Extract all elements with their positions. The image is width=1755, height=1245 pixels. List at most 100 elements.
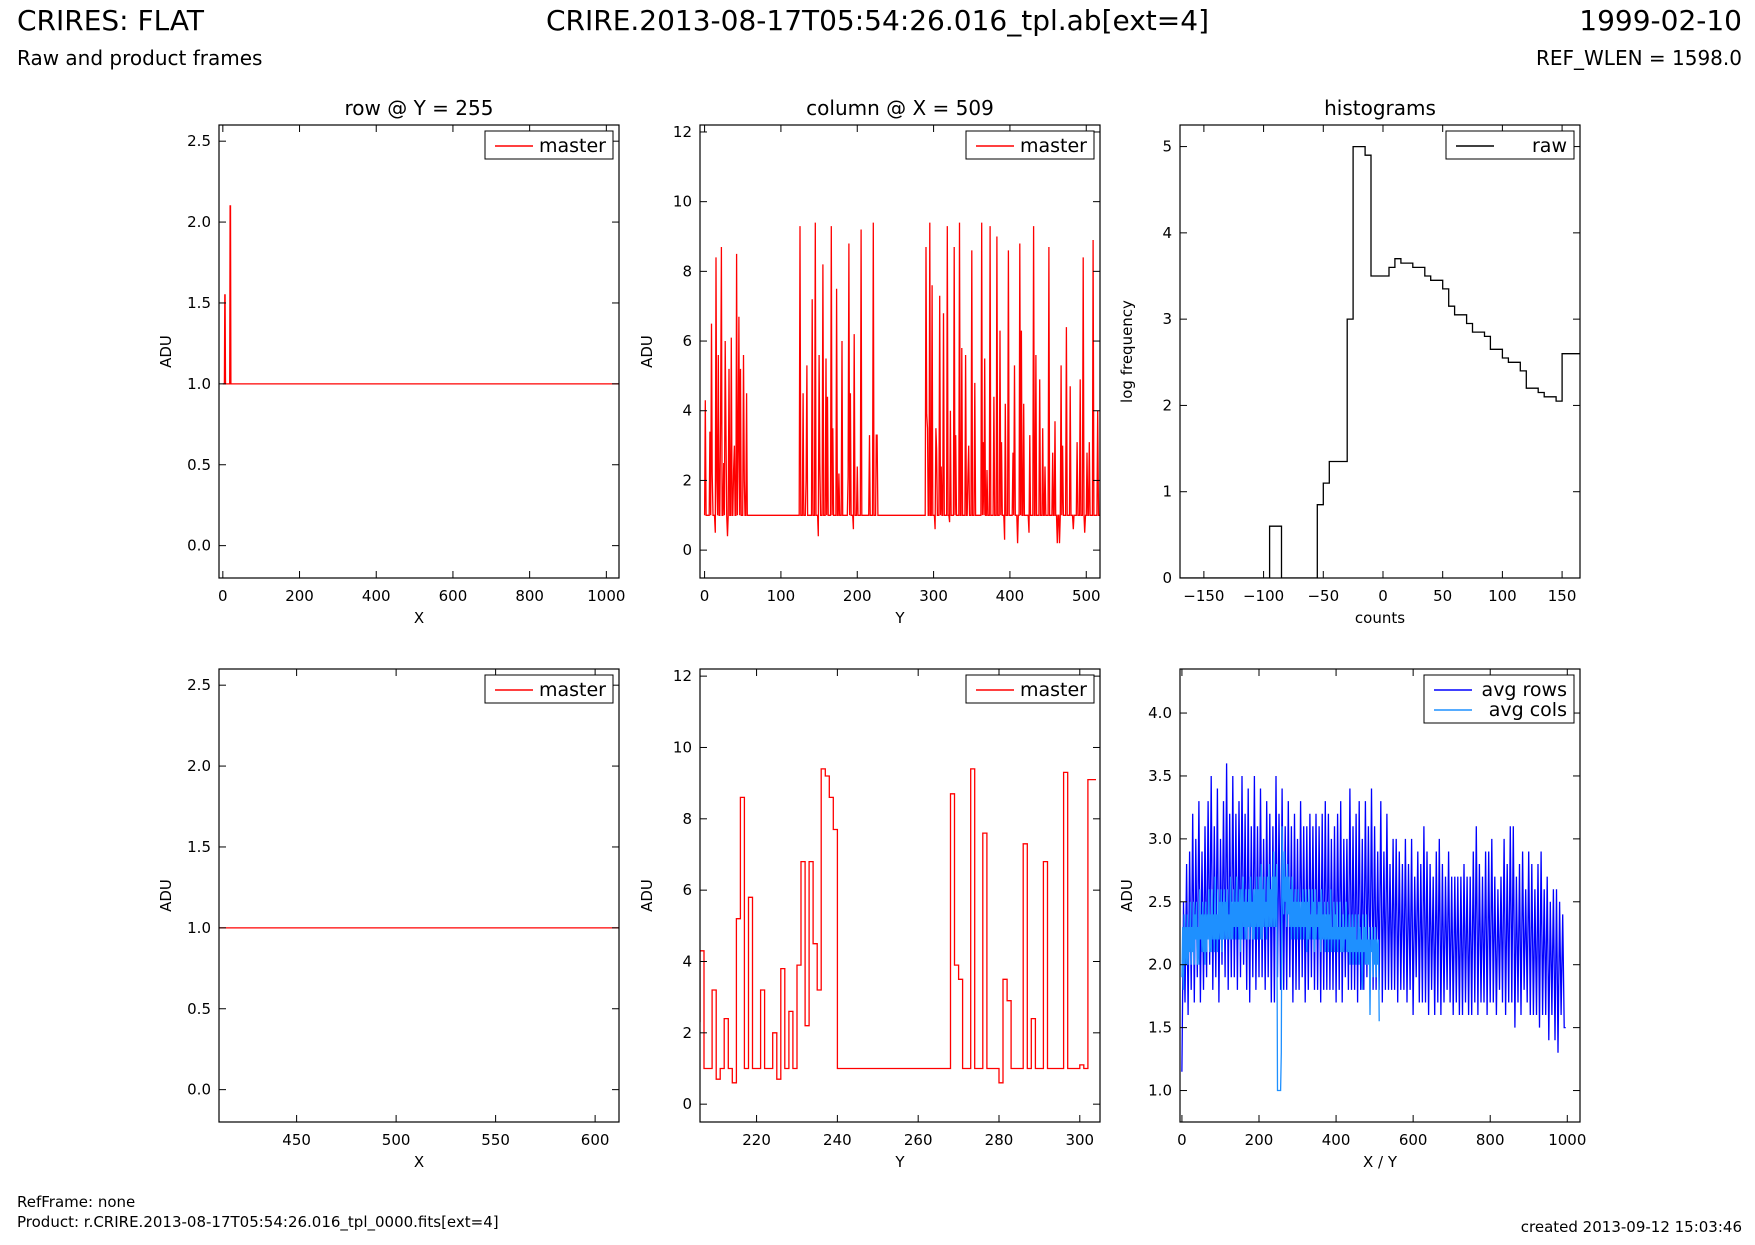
legend-label: avg cols bbox=[1489, 699, 1567, 721]
x-tick-label: 500 bbox=[382, 1131, 411, 1149]
series-line-avg-cols bbox=[1181, 826, 1380, 1092]
y-tick-label: 3.5 bbox=[1148, 767, 1172, 785]
x-tick-label: 280 bbox=[985, 1131, 1014, 1149]
y-tick-label: 2.5 bbox=[1148, 893, 1172, 911]
y-tick-label: 2.0 bbox=[187, 757, 211, 775]
y-tick-label: 10 bbox=[673, 738, 692, 756]
y-tick-label: 1.0 bbox=[187, 375, 211, 393]
y-tick-label: 2.5 bbox=[187, 132, 211, 150]
legend-label: master bbox=[539, 679, 606, 701]
x-tick-label: 150 bbox=[1548, 587, 1577, 605]
x-tick-label: 800 bbox=[1476, 1131, 1505, 1149]
chart-panel: 0 100 200 300 400 500 0 2 4 6 8 10 12 column @ X = 50… bbox=[638, 96, 1101, 627]
ref-wavelength-label: REF_WLEN = 1598.0 bbox=[1535, 46, 1742, 70]
created-timestamp: created 2013-09-12 15:03:46 bbox=[1520, 1218, 1742, 1236]
chart-panel: 0 200 400 600 800 1000 0.0 0.5 1.0 1.5 2.0 2.5 row @… bbox=[157, 96, 625, 627]
y-tick-label: 0.5 bbox=[187, 1000, 211, 1018]
y-axis-label: ADU bbox=[157, 879, 175, 912]
legend-box bbox=[484, 130, 614, 160]
y-tick-label: 8 bbox=[682, 262, 692, 280]
y-axis-label: log frequency bbox=[1118, 300, 1136, 403]
y-tick-label: 2 bbox=[682, 1024, 692, 1042]
x-tick-label: 260 bbox=[904, 1131, 933, 1149]
x-tick-label: 1000 bbox=[587, 587, 625, 605]
x-tick-label: 200 bbox=[1245, 1131, 1274, 1149]
x-tick-label: 400 bbox=[362, 587, 391, 605]
figure-subtitle: Raw and product frames bbox=[17, 46, 263, 70]
y-tick-label: 2.5 bbox=[187, 676, 211, 694]
x-tick-label: 600 bbox=[439, 587, 468, 605]
x-axis-label: X bbox=[414, 609, 424, 627]
y-tick-label: 0.5 bbox=[187, 456, 211, 474]
plot-frame bbox=[699, 668, 1101, 1123]
chart-panel: −150 −100 −50 0 50 100 150 0 1 2 3 4 5 histograms coun… bbox=[1118, 96, 1581, 627]
x-tick-label: 0 bbox=[218, 587, 228, 605]
x-tick-label: 100 bbox=[767, 587, 796, 605]
y-tick-label: 1.0 bbox=[187, 919, 211, 937]
plot-frame bbox=[699, 124, 1101, 579]
legend-box bbox=[965, 130, 1095, 160]
x-tick-label: 600 bbox=[1399, 1131, 1428, 1149]
y-tick-label: 3 bbox=[1162, 310, 1172, 328]
date-title: 1999-02-10 bbox=[1579, 4, 1742, 37]
figure-title: CRIRES: FLAT bbox=[17, 4, 204, 37]
x-tick-label: 200 bbox=[843, 587, 872, 605]
x-tick-label: −50 bbox=[1307, 587, 1339, 605]
series-line-master bbox=[700, 768, 1096, 1084]
y-tick-label: 0 bbox=[682, 1095, 692, 1113]
y-tick-label: 2.0 bbox=[1148, 956, 1172, 974]
chart-title: column @ X = 509 bbox=[806, 96, 994, 120]
y-tick-label: 0.0 bbox=[187, 1081, 211, 1099]
legend: master bbox=[965, 674, 1095, 704]
y-tick-label: 0 bbox=[1162, 569, 1172, 587]
y-tick-label: 1.0 bbox=[1148, 1082, 1172, 1100]
y-axis-label: ADU bbox=[157, 335, 175, 368]
y-tick-label: 2 bbox=[1162, 396, 1172, 414]
legend-label: master bbox=[1020, 679, 1087, 701]
legend-label: master bbox=[1020, 135, 1087, 157]
legend: master bbox=[484, 674, 614, 704]
legend-label: raw bbox=[1532, 135, 1567, 157]
x-tick-label: 500 bbox=[1072, 587, 1101, 605]
y-tick-label: 1 bbox=[1162, 483, 1172, 501]
x-tick-label: 0 bbox=[700, 587, 710, 605]
x-tick-label: −150 bbox=[1183, 587, 1224, 605]
y-tick-label: 0.0 bbox=[187, 537, 211, 555]
y-axis-label: ADU bbox=[638, 879, 656, 912]
y-tick-label: 4 bbox=[1162, 224, 1172, 242]
y-tick-label: 1.5 bbox=[1148, 1019, 1172, 1037]
y-tick-label: 1.5 bbox=[187, 294, 211, 312]
x-axis-label: X / Y bbox=[1363, 1153, 1398, 1171]
legend-label: master bbox=[539, 135, 606, 157]
legend-label: avg rows bbox=[1482, 679, 1567, 701]
x-axis-label: counts bbox=[1355, 609, 1405, 627]
chart-panel: 220 240 260 280 300 0 2 4 6 8 10 12 Y ADU master bbox=[638, 667, 1101, 1171]
legend: master bbox=[484, 130, 614, 160]
chart-panel: 0 200 400 600 800 1000 1.0 1.5 2.0 2.5 3.0 3.5 4.0 X … bbox=[1118, 668, 1586, 1171]
y-tick-label: 4 bbox=[682, 402, 692, 420]
x-tick-label: 300 bbox=[1065, 1131, 1094, 1149]
y-tick-label: 12 bbox=[673, 123, 692, 141]
y-tick-label: 3.0 bbox=[1148, 830, 1172, 848]
x-tick-label: 100 bbox=[1488, 587, 1517, 605]
y-tick-label: 2.0 bbox=[187, 213, 211, 231]
chart-panel: 450 500 550 600 0.0 0.5 1.0 1.5 2.0 2.5 X ADU master bbox=[157, 668, 620, 1171]
x-tick-label: 800 bbox=[515, 587, 544, 605]
y-tick-label: 2 bbox=[682, 471, 692, 489]
x-tick-label: 400 bbox=[996, 587, 1025, 605]
chart-title: row @ Y = 255 bbox=[345, 96, 494, 120]
x-tick-label: 400 bbox=[1322, 1131, 1351, 1149]
y-tick-label: 8 bbox=[682, 810, 692, 828]
plot-frame bbox=[1179, 668, 1581, 1123]
series-line-master bbox=[222, 205, 619, 385]
x-tick-label: 220 bbox=[742, 1131, 771, 1149]
legend-box bbox=[965, 674, 1095, 704]
product-note: Product: r.CRIRE.2013-08-17T05:54:26.016… bbox=[17, 1213, 499, 1231]
x-tick-label: 450 bbox=[282, 1131, 311, 1149]
chart-title: histograms bbox=[1324, 96, 1436, 120]
x-tick-label: 200 bbox=[285, 587, 314, 605]
y-axis-label: ADU bbox=[1118, 879, 1136, 912]
legend: master bbox=[965, 130, 1095, 160]
